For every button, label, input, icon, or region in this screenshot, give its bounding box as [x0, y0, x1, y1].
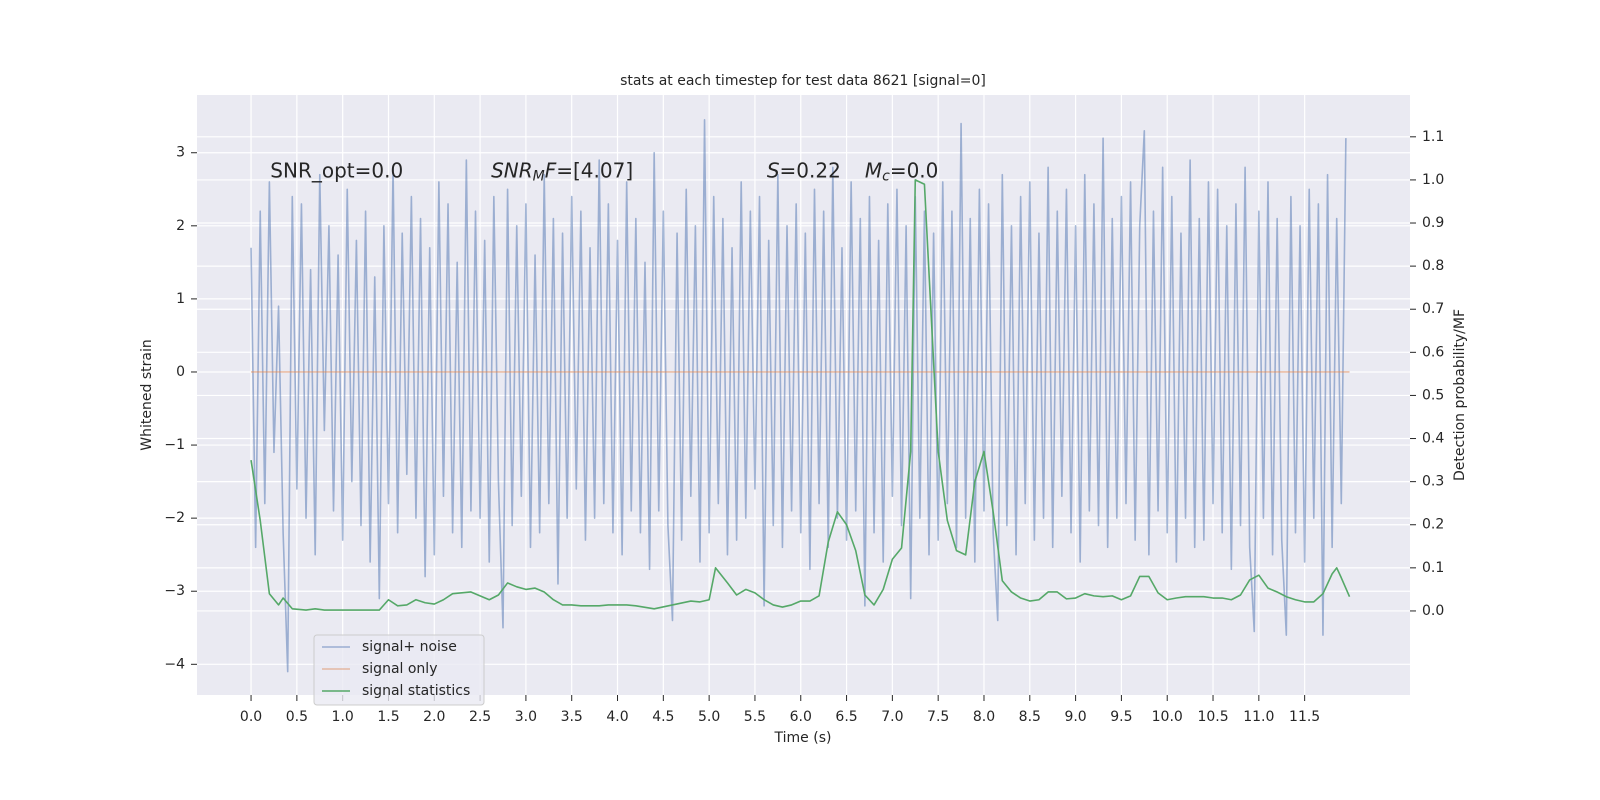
- x-tick-label: 4.0: [606, 709, 628, 725]
- y2-tick-label: 0.2: [1422, 517, 1444, 533]
- y2-tick-label: 0.5: [1422, 387, 1444, 403]
- legend-label: signal+ noise: [362, 639, 457, 655]
- x-tick-label: 11.0: [1243, 709, 1274, 725]
- x-tick-label: 3.0: [515, 709, 537, 725]
- y2-tick-label: 0.9: [1422, 215, 1444, 231]
- x-tick-label: 6.0: [790, 709, 812, 725]
- annotation-part: =0.22: [780, 158, 841, 182]
- y-axis-label: Whitened strain: [139, 339, 155, 450]
- x-tick-label: 5.0: [698, 709, 720, 725]
- y-tick-label: 0: [176, 364, 185, 380]
- annotation: SNRMF=[4.07]: [491, 158, 633, 185]
- x-tick-label: 8.0: [973, 709, 995, 725]
- x-tick-label: 0.0: [240, 709, 262, 725]
- x-tick-label: 0.5: [286, 709, 308, 725]
- y2-tick-label: 0.7: [1422, 301, 1444, 317]
- x-tick-label: 3.5: [561, 709, 583, 725]
- y2-tick-label: 1.1: [1422, 129, 1444, 145]
- x-tick-label: 6.5: [835, 709, 857, 725]
- x-tick-label: 2.5: [469, 709, 491, 725]
- annotation-part: =0.0: [890, 158, 939, 182]
- y2-tick-label: 0.0: [1422, 603, 1444, 619]
- x-axis-label: Time (s): [774, 730, 832, 746]
- y2-tick-label: 0.8: [1422, 258, 1444, 274]
- annotation-part: M: [865, 158, 882, 182]
- x-tick-label: 5.5: [744, 709, 766, 725]
- x-tick-label: 9.5: [1110, 709, 1132, 725]
- y-tick-label: −1: [164, 437, 185, 453]
- annotation-part: S: [767, 158, 780, 182]
- annotation-part: SNR_opt=0.0: [270, 158, 403, 182]
- x-tick-label: 10.0: [1152, 709, 1183, 725]
- x-tick-label: 1.5: [377, 709, 399, 725]
- x-tick-label: 8.5: [1019, 709, 1041, 725]
- axes: 0.0 0.5 1.0 1.5 2.0 2.5 3.0 3.5 4.0 4.5 5.0 5.5 6.0 6…: [164, 129, 1444, 725]
- y2-axis-label: Detection probability/MF: [1452, 309, 1468, 481]
- x-tick-label: 1.0: [332, 709, 354, 725]
- y-tick-label: −4: [164, 656, 185, 672]
- chart-title: stats at each timestep for test data 862…: [620, 73, 986, 89]
- annotation: SNR_opt=0.0: [270, 158, 403, 182]
- y2-tick-label: 0.4: [1422, 431, 1444, 447]
- x-tick-label: 7.5: [927, 709, 949, 725]
- annotation-part: M: [533, 169, 545, 185]
- marks: SNR_opt=0.0 SNRMF=[4.07] S=0.22 Mc=0.0: [250, 119, 1351, 673]
- y-tick-label: 1: [176, 291, 185, 307]
- x-tick-label: 7.0: [881, 709, 903, 725]
- legend-box: [313, 634, 485, 706]
- x-tick-label: 4.5: [652, 709, 674, 725]
- x-tick-label: 9.0: [1064, 709, 1086, 725]
- y2-tick-label: 0.1: [1422, 560, 1444, 576]
- annotation-part: F=[4.07]: [545, 158, 633, 182]
- y2-tick-label: 0.3: [1422, 474, 1444, 490]
- series-line: [250, 119, 1347, 673]
- y-tick-label: 3: [176, 145, 185, 161]
- x-tick-label: 2.0: [423, 709, 445, 725]
- x-tick-label: 11.5: [1289, 709, 1320, 725]
- series-line: [250, 179, 1351, 611]
- annotation-part: SNR: [491, 158, 533, 182]
- x-tick-label: 10.5: [1197, 709, 1228, 725]
- legend: signal+ noise signal only signal statistic…: [313, 634, 485, 706]
- legend-label: signal statistics: [362, 683, 470, 699]
- y2-tick-label: 1.0: [1422, 172, 1444, 188]
- annotation-part: c: [882, 169, 890, 185]
- y-tick-label: 2: [176, 218, 185, 234]
- y2-tick-label: 0.6: [1422, 344, 1444, 360]
- legend-label: signal only: [362, 661, 437, 677]
- y-tick-label: −3: [164, 583, 185, 599]
- y-tick-label: −2: [164, 510, 185, 526]
- annotation: S=0.22 Mc=0.0: [767, 158, 939, 185]
